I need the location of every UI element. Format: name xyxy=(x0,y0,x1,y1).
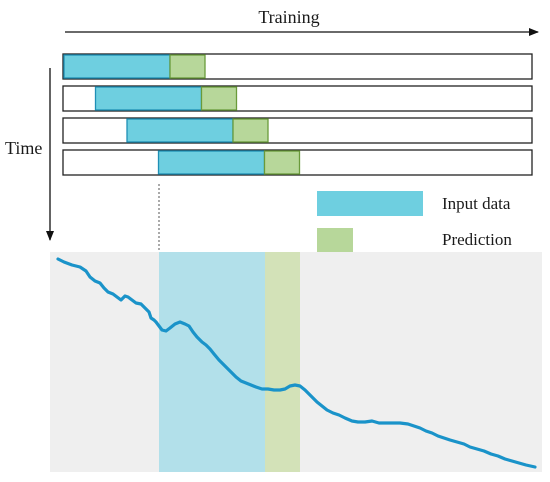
window-row-4 xyxy=(62,149,533,176)
prediction-band xyxy=(265,252,300,472)
input-window-block xyxy=(126,118,234,143)
input-data-band xyxy=(159,252,265,472)
prediction-window-block xyxy=(263,150,301,175)
window-row-3 xyxy=(62,117,533,144)
legend-input-label: Input data xyxy=(442,194,511,213)
input-window-block xyxy=(63,54,171,79)
prediction-window-block xyxy=(169,54,206,79)
prediction-window-block xyxy=(200,86,238,111)
window-row-2 xyxy=(62,85,533,112)
input-window-block xyxy=(94,86,203,111)
time-label: Time xyxy=(5,138,42,158)
time-series-line xyxy=(56,257,537,469)
legend-prediction-swatch xyxy=(317,228,353,252)
input-window-block xyxy=(157,150,266,175)
window-row-1 xyxy=(62,53,533,80)
prediction-window-block xyxy=(232,118,269,143)
legend-input-swatch xyxy=(317,191,423,216)
sliding-windows xyxy=(62,53,533,176)
legend-prediction-label: Prediction xyxy=(442,230,512,249)
training-label: Training xyxy=(258,7,319,27)
